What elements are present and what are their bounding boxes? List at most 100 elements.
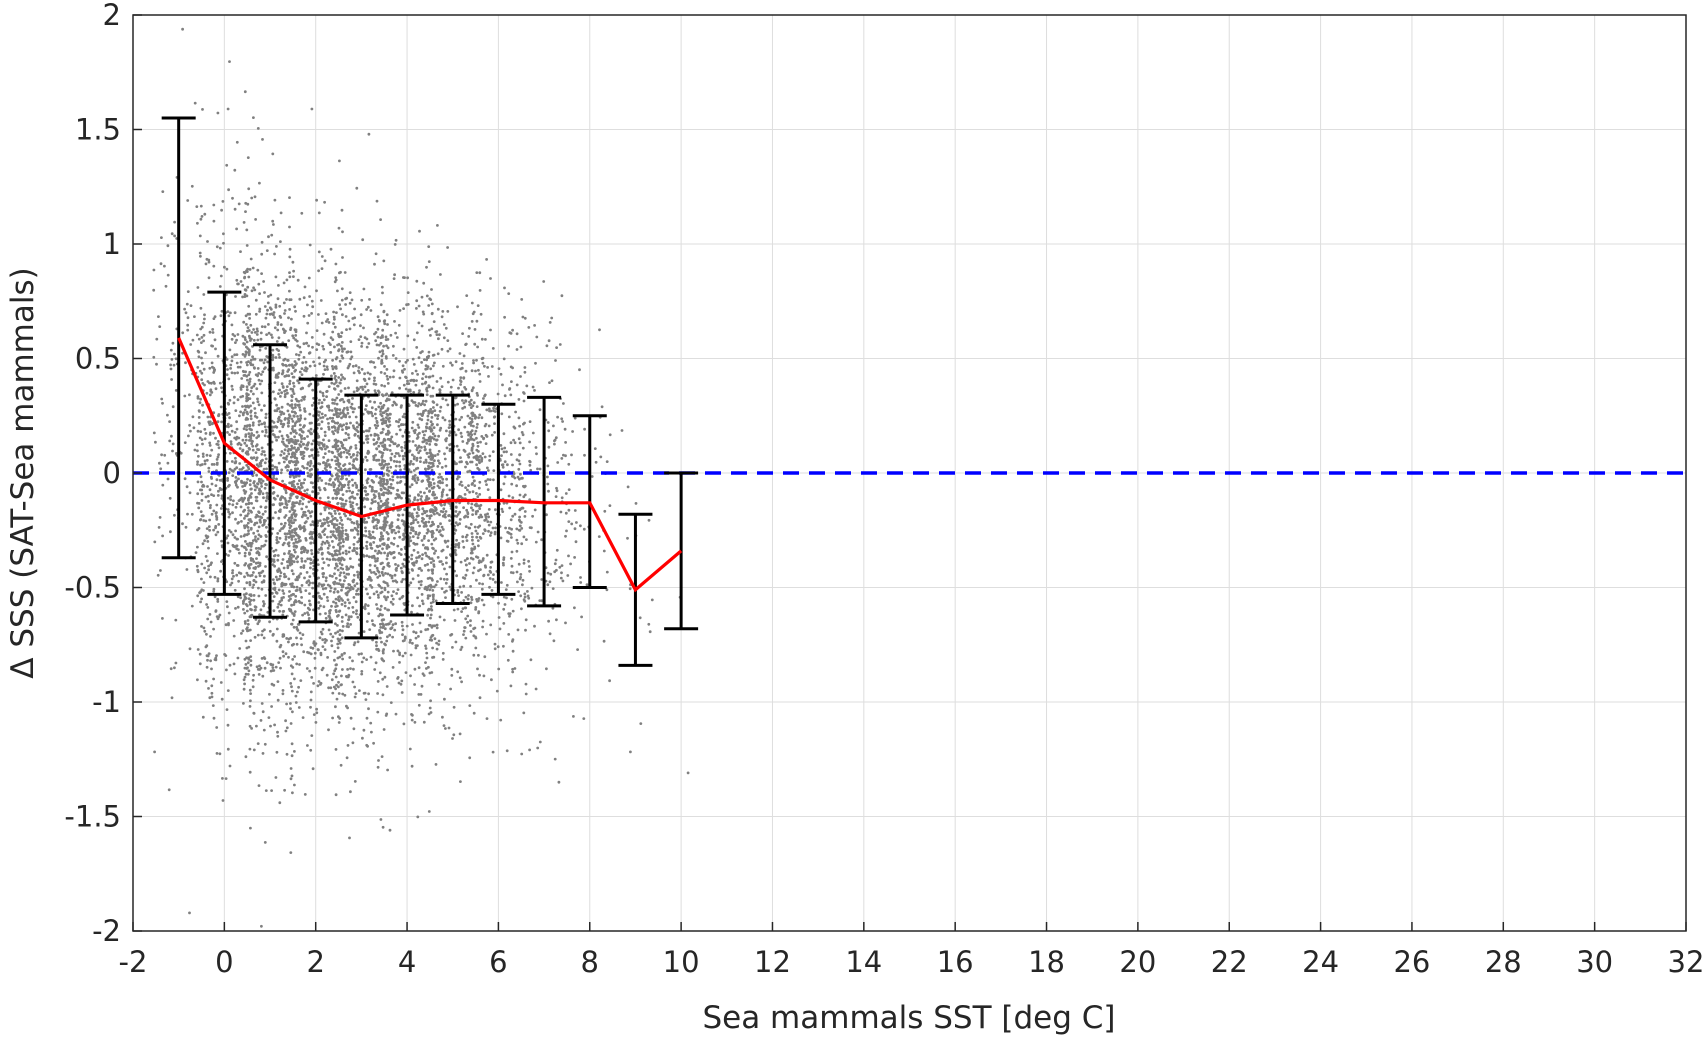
scatter-point xyxy=(329,589,332,593)
scatter-point xyxy=(197,409,201,412)
scatter-point xyxy=(264,594,268,597)
scatter-point xyxy=(249,593,253,597)
scatter-point xyxy=(292,275,295,278)
scatter-point xyxy=(252,566,256,570)
scatter-point xyxy=(340,563,344,567)
scatter-point xyxy=(306,435,309,438)
scatter-point xyxy=(343,271,347,274)
scatter-point xyxy=(288,196,291,200)
scatter-point xyxy=(216,111,220,115)
scatter-point xyxy=(306,471,310,475)
scatter-point xyxy=(348,462,351,465)
scatter-point xyxy=(352,521,356,525)
scatter-point xyxy=(210,482,214,486)
scatter-point xyxy=(340,518,343,522)
scatter-point xyxy=(170,378,174,381)
scatter-point xyxy=(200,215,204,218)
scatter-point xyxy=(351,507,355,511)
scatter-point xyxy=(266,301,270,305)
scatter-point xyxy=(287,465,290,469)
scatter-point xyxy=(285,752,289,756)
scatter-point xyxy=(357,369,360,373)
scatter-point xyxy=(389,456,393,460)
scatter-point xyxy=(290,406,294,409)
scatter-point xyxy=(231,543,235,547)
scatter-point xyxy=(416,412,420,416)
scatter-point xyxy=(276,734,280,738)
scatter-point xyxy=(297,574,301,578)
scatter-point xyxy=(316,563,320,566)
scatter-point xyxy=(271,663,275,667)
scatter-point xyxy=(331,635,335,639)
scatter-point xyxy=(424,399,428,403)
scatter-point xyxy=(388,573,392,577)
scatter-point xyxy=(260,702,264,705)
scatter-point xyxy=(345,296,349,300)
scatter-point xyxy=(232,499,235,503)
scatter-point xyxy=(260,391,264,395)
scatter-point xyxy=(337,349,340,353)
scatter-point xyxy=(271,464,274,468)
scatter-point xyxy=(341,529,345,533)
scatter-point xyxy=(254,535,257,539)
scatter-point xyxy=(394,464,398,468)
scatter-point xyxy=(333,421,337,425)
scatter-point xyxy=(358,689,361,692)
scatter-point xyxy=(309,558,313,562)
scatter-point xyxy=(414,428,417,432)
scatter-point xyxy=(334,380,338,384)
scatter-point xyxy=(275,591,279,595)
scatter-point xyxy=(353,307,356,311)
scatter-point xyxy=(365,658,368,661)
scatter-point xyxy=(203,459,207,463)
scatter-point xyxy=(372,458,376,462)
scatter-point xyxy=(391,551,394,555)
scatter-point xyxy=(285,298,288,301)
scatter-point xyxy=(299,482,303,485)
scatter-point xyxy=(381,622,384,626)
scatter-point xyxy=(336,487,339,491)
scatter-point xyxy=(396,649,400,653)
scatter-point xyxy=(243,441,247,445)
scatter-point xyxy=(258,619,261,623)
scatter-point xyxy=(432,490,435,494)
scatter-point xyxy=(336,412,340,415)
scatter-point xyxy=(219,681,223,684)
scatter-point xyxy=(323,648,327,651)
scatter-point xyxy=(245,228,249,232)
scatter-point xyxy=(263,404,266,407)
scatter-point xyxy=(274,511,277,514)
scatter-point xyxy=(245,399,249,403)
scatter-point xyxy=(260,408,263,412)
scatter-point xyxy=(412,457,416,461)
scatter-point xyxy=(263,453,267,457)
scatter-point xyxy=(381,441,385,444)
scatter-point xyxy=(334,378,338,382)
scatter-point xyxy=(428,588,432,592)
scatter-point xyxy=(258,419,262,423)
scatter-point xyxy=(402,383,406,387)
scatter-point xyxy=(214,436,217,440)
scatter-point xyxy=(391,475,395,479)
scatter-point xyxy=(255,463,259,467)
scatter-point xyxy=(246,452,250,456)
scatter-point xyxy=(301,613,304,617)
scatter-point xyxy=(295,642,299,646)
scatter-point xyxy=(253,366,256,370)
scatter-point xyxy=(205,571,209,575)
scatter-point xyxy=(228,60,231,63)
scatter-point xyxy=(306,474,310,478)
scatter-point xyxy=(289,636,292,640)
scatter-point xyxy=(396,508,400,512)
scatter-point xyxy=(284,535,288,539)
scatter-point xyxy=(431,386,435,390)
scatter-point xyxy=(270,789,273,792)
scatter-point xyxy=(385,639,389,643)
scatter-point xyxy=(225,413,229,417)
scatter-point xyxy=(384,581,387,584)
scatter-point xyxy=(320,522,324,525)
scatter-point xyxy=(259,505,263,509)
scatter-point xyxy=(258,181,261,185)
scatter-point xyxy=(339,558,343,561)
scatter-point xyxy=(323,467,327,470)
